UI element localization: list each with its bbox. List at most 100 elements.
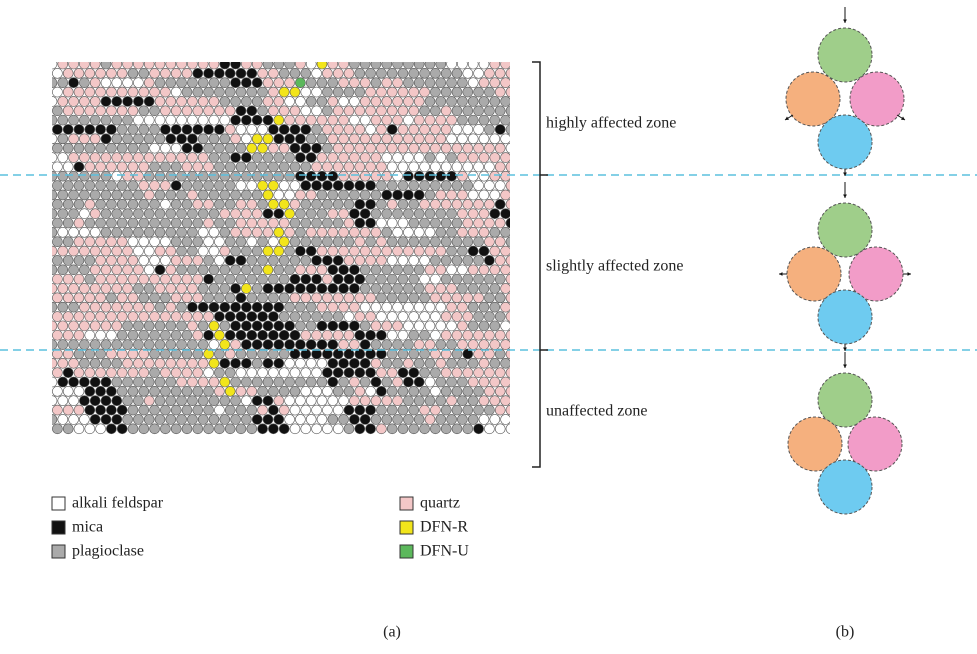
- grain: [69, 153, 79, 163]
- grain: [74, 87, 84, 97]
- grain: [463, 124, 473, 134]
- grain: [479, 340, 489, 350]
- grain: [209, 265, 219, 275]
- grain: [166, 358, 176, 368]
- grain: [393, 340, 403, 350]
- legend-swatch: [52, 521, 65, 534]
- grain: [355, 330, 365, 340]
- grain: [306, 171, 316, 181]
- grain: [182, 368, 192, 378]
- grain: [317, 209, 327, 219]
- grain: [457, 283, 467, 293]
- grain: [96, 68, 106, 78]
- grain: [301, 274, 311, 284]
- grain: [317, 283, 327, 293]
- grain: [301, 199, 311, 209]
- grain: [285, 59, 295, 69]
- grain: [52, 330, 62, 340]
- grain: [96, 237, 106, 247]
- grain: [344, 237, 354, 247]
- grain: [198, 153, 208, 163]
- grain: [274, 227, 284, 237]
- grain: [133, 78, 143, 88]
- grain: [85, 424, 95, 434]
- grain: [123, 209, 133, 219]
- grain: [231, 171, 241, 181]
- grain: [268, 162, 278, 172]
- grain: [484, 143, 494, 153]
- grain: [220, 246, 230, 256]
- grain: [47, 59, 57, 69]
- grain: [47, 227, 57, 237]
- grain: [225, 405, 235, 415]
- grain: [274, 283, 284, 293]
- grain: [522, 302, 532, 312]
- grain: [198, 321, 208, 331]
- grain: [474, 274, 484, 284]
- grain: [409, 293, 419, 303]
- grain: [425, 414, 435, 424]
- grain: [47, 78, 57, 88]
- grain: [457, 190, 467, 200]
- grain: [306, 265, 316, 275]
- grain: [236, 293, 246, 303]
- grain: [398, 368, 408, 378]
- grain: [241, 171, 251, 181]
- grain: [133, 377, 143, 387]
- grain: [295, 321, 305, 331]
- grain: [349, 340, 359, 350]
- grain: [123, 96, 133, 106]
- grain: [349, 358, 359, 368]
- grain: [414, 96, 424, 106]
- grain: [436, 190, 446, 200]
- grain: [177, 283, 187, 293]
- grain: [241, 153, 251, 163]
- grain: [90, 134, 100, 144]
- grain: [155, 265, 165, 275]
- grain: [177, 59, 187, 69]
- grain: [393, 171, 403, 181]
- grain: [355, 424, 365, 434]
- grain: [112, 246, 122, 256]
- grain: [139, 312, 149, 322]
- legend-swatch: [400, 521, 413, 534]
- grain: [501, 134, 511, 144]
- grain: [160, 368, 170, 378]
- grain: [479, 265, 489, 275]
- grain: [123, 377, 133, 387]
- grain: [247, 237, 257, 247]
- grain: [414, 396, 424, 406]
- grain: [52, 405, 62, 415]
- grain: [333, 368, 343, 378]
- grain: [69, 134, 79, 144]
- grain: [117, 237, 127, 247]
- grain: [430, 68, 440, 78]
- grain: [285, 414, 295, 424]
- grain: [290, 237, 300, 247]
- grain: [166, 414, 176, 424]
- grain: [236, 368, 246, 378]
- grain: [209, 340, 219, 350]
- grain: [403, 134, 413, 144]
- grain: [155, 377, 165, 387]
- grain: [506, 87, 516, 97]
- grain: [285, 96, 295, 106]
- grain: [144, 190, 154, 200]
- grain: [182, 293, 192, 303]
- grain: [69, 190, 79, 200]
- grain: [101, 134, 111, 144]
- grain: [112, 321, 122, 331]
- grain: [69, 340, 79, 350]
- grain: [47, 414, 57, 424]
- grain: [231, 153, 241, 163]
- grain: [198, 377, 208, 387]
- grain: [182, 386, 192, 396]
- grain: [187, 171, 197, 181]
- grain: [355, 368, 365, 378]
- grain: [414, 153, 424, 163]
- grain: [517, 405, 527, 415]
- grain: [150, 199, 160, 209]
- grain: [123, 227, 133, 237]
- grain: [90, 115, 100, 125]
- grain: [322, 368, 332, 378]
